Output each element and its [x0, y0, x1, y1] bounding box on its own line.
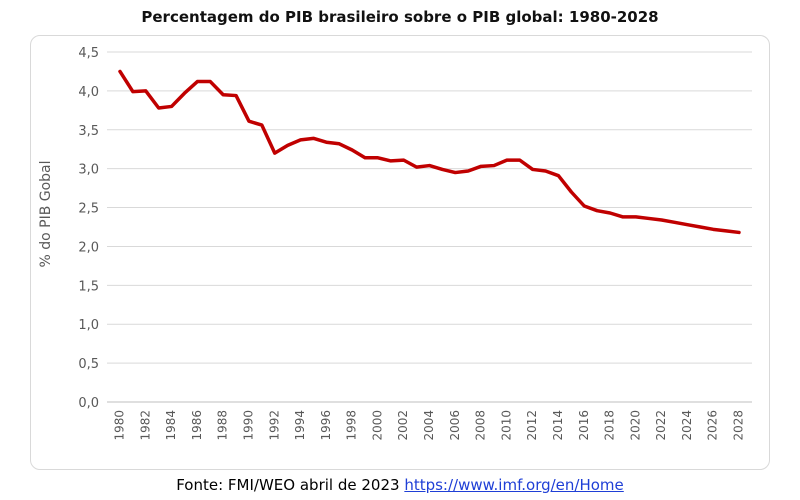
y-tick-label: 1,0: [78, 318, 99, 333]
x-tick-label: 2020: [628, 410, 642, 441]
source-link[interactable]: https://www.imf.org/en/Home: [404, 476, 624, 494]
x-tick-label: 2028: [732, 410, 746, 441]
source-text: Fonte: FMI/WEO abril de 2023: [176, 476, 400, 494]
x-tick-label: 2018: [603, 410, 617, 441]
y-tick-label: 4,0: [78, 85, 99, 100]
x-tick-label: 2026: [706, 410, 720, 441]
x-tick-labels: 1980 1982 1984 1986 1988 1990 1992 1994 1996 1998…: [113, 410, 746, 441]
x-tick-label: 1982: [138, 410, 152, 441]
series-line: [118, 69, 741, 235]
source-footer: Fonte: FMI/WEO abril de 2023 https://www…: [0, 476, 800, 494]
x-tick-label: 2004: [422, 410, 436, 441]
x-tick-label: 2022: [654, 410, 668, 441]
y-tick-labels: 0,0 0,5 1,0 1,5 2,0 2,5 3,0 3,5 4,0 4,5: [78, 46, 99, 411]
x-tick-label: 1992: [267, 410, 281, 441]
x-tick-label: 1994: [293, 410, 307, 441]
x-tick-label: 1984: [164, 410, 178, 441]
x-tick-label: 1990: [241, 410, 255, 441]
x-tick-label: 2010: [499, 410, 513, 441]
x-tick-label: 1996: [319, 410, 333, 441]
x-tick-label: 1988: [216, 410, 230, 441]
y-tick-label: 0,0: [78, 396, 99, 411]
x-tick-label: 1998: [345, 410, 359, 441]
x-tick-label: 2016: [577, 410, 591, 441]
x-tick-label: 2006: [448, 410, 462, 441]
y-tick-label: 1,5: [78, 279, 99, 294]
x-tick-label: 2002: [396, 410, 410, 441]
y-tick-label: 4,5: [78, 46, 99, 61]
chart-title: Percentagem do PIB brasileiro sobre o PI…: [141, 8, 659, 26]
y-tick-label: 2,0: [78, 240, 99, 255]
y-tick-label: 2,5: [78, 202, 99, 217]
series-layer: [118, 69, 741, 235]
x-tick-label: 2024: [680, 410, 694, 441]
y-tick-label: 0,5: [78, 357, 99, 372]
y-tick-label: 3,5: [78, 124, 99, 139]
x-tick-label: 1980: [113, 410, 127, 441]
chart-frame: [30, 35, 770, 470]
x-tick-label: 2014: [551, 410, 565, 441]
x-tick-label: 1986: [190, 410, 204, 441]
grid-layer: [107, 51, 752, 403]
y-axis-label: % do PIB Gobal: [38, 160, 54, 267]
x-tick-label: 2008: [474, 410, 488, 441]
y-tick-label: 3,0: [78, 163, 99, 178]
x-tick-label: 2012: [525, 410, 539, 441]
x-tick-label: 2000: [370, 410, 384, 441]
